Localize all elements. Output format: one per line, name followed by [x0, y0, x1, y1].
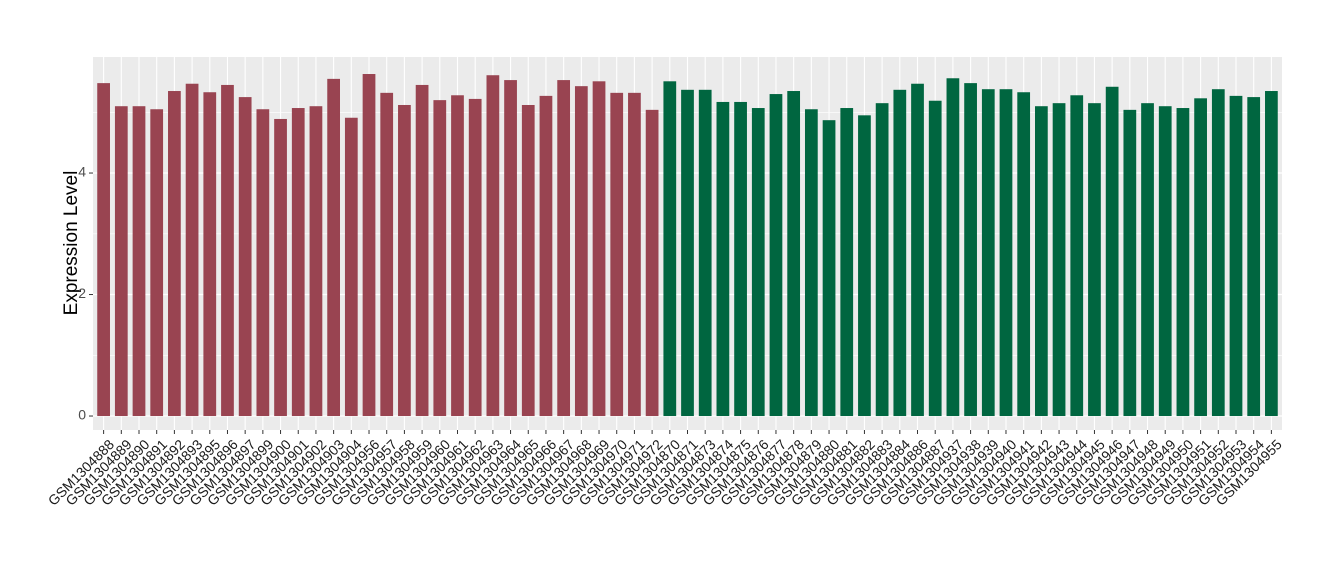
bar: [1265, 91, 1278, 417]
bar: [610, 92, 624, 417]
y-tick-label: 2: [78, 285, 86, 301]
bar: [150, 109, 164, 417]
bar: [716, 101, 730, 417]
bar: [1211, 89, 1225, 417]
bar: [751, 108, 765, 417]
bar: [344, 117, 358, 417]
bar: [574, 86, 588, 417]
bar: [274, 118, 287, 417]
bar: [928, 100, 942, 417]
y-tick-label: 0: [78, 407, 86, 423]
bar: [539, 95, 553, 417]
bar: [628, 92, 641, 417]
bar: [681, 89, 694, 417]
bar: [168, 91, 181, 417]
bar: [1123, 109, 1137, 417]
bar: [1017, 92, 1031, 417]
bar: [663, 81, 677, 417]
bar: [291, 108, 305, 417]
bar: [840, 108, 854, 417]
bar: [203, 92, 217, 417]
bar: [521, 104, 535, 417]
bar: [362, 74, 376, 417]
bar: [468, 98, 482, 417]
bar: [221, 84, 234, 417]
bar: [557, 80, 571, 417]
bar: [911, 83, 924, 417]
bar: [734, 101, 747, 417]
bar: [451, 95, 464, 417]
bar: [114, 106, 128, 417]
bar: [238, 97, 252, 417]
bar: [433, 100, 447, 417]
bar: [769, 94, 783, 417]
bar: [875, 103, 889, 417]
bar: [858, 115, 871, 417]
bar: [415, 84, 429, 417]
bar: [1141, 103, 1154, 417]
bar: [1158, 106, 1172, 417]
bar: [486, 75, 500, 417]
bar: [504, 80, 517, 417]
bar: [185, 83, 199, 417]
bar: [309, 106, 323, 417]
bar: [1229, 95, 1243, 417]
bar: [893, 89, 907, 417]
bar: [1088, 103, 1101, 417]
y-tick-label: 4: [78, 164, 86, 180]
bar: [1105, 86, 1119, 417]
bar: [981, 89, 995, 417]
bar: [97, 83, 110, 417]
bar: [256, 109, 270, 417]
bar: [698, 89, 712, 417]
bar: [822, 120, 836, 417]
bar: [1247, 97, 1261, 417]
bar: [946, 78, 960, 417]
bar: [1070, 95, 1084, 417]
bar: [964, 83, 977, 417]
bar: [398, 104, 411, 417]
bar: [327, 78, 341, 417]
bar: [787, 91, 801, 417]
bar: [804, 109, 818, 417]
bar: [1176, 108, 1190, 417]
bar: [645, 109, 659, 417]
bar: [1194, 98, 1207, 417]
bar: [380, 92, 394, 417]
y-axis-title: Expression Level: [61, 171, 82, 316]
bar: [999, 89, 1013, 417]
bar: [592, 81, 606, 417]
bar: [1034, 106, 1048, 417]
bar: [1052, 103, 1066, 417]
bar: [132, 106, 146, 417]
